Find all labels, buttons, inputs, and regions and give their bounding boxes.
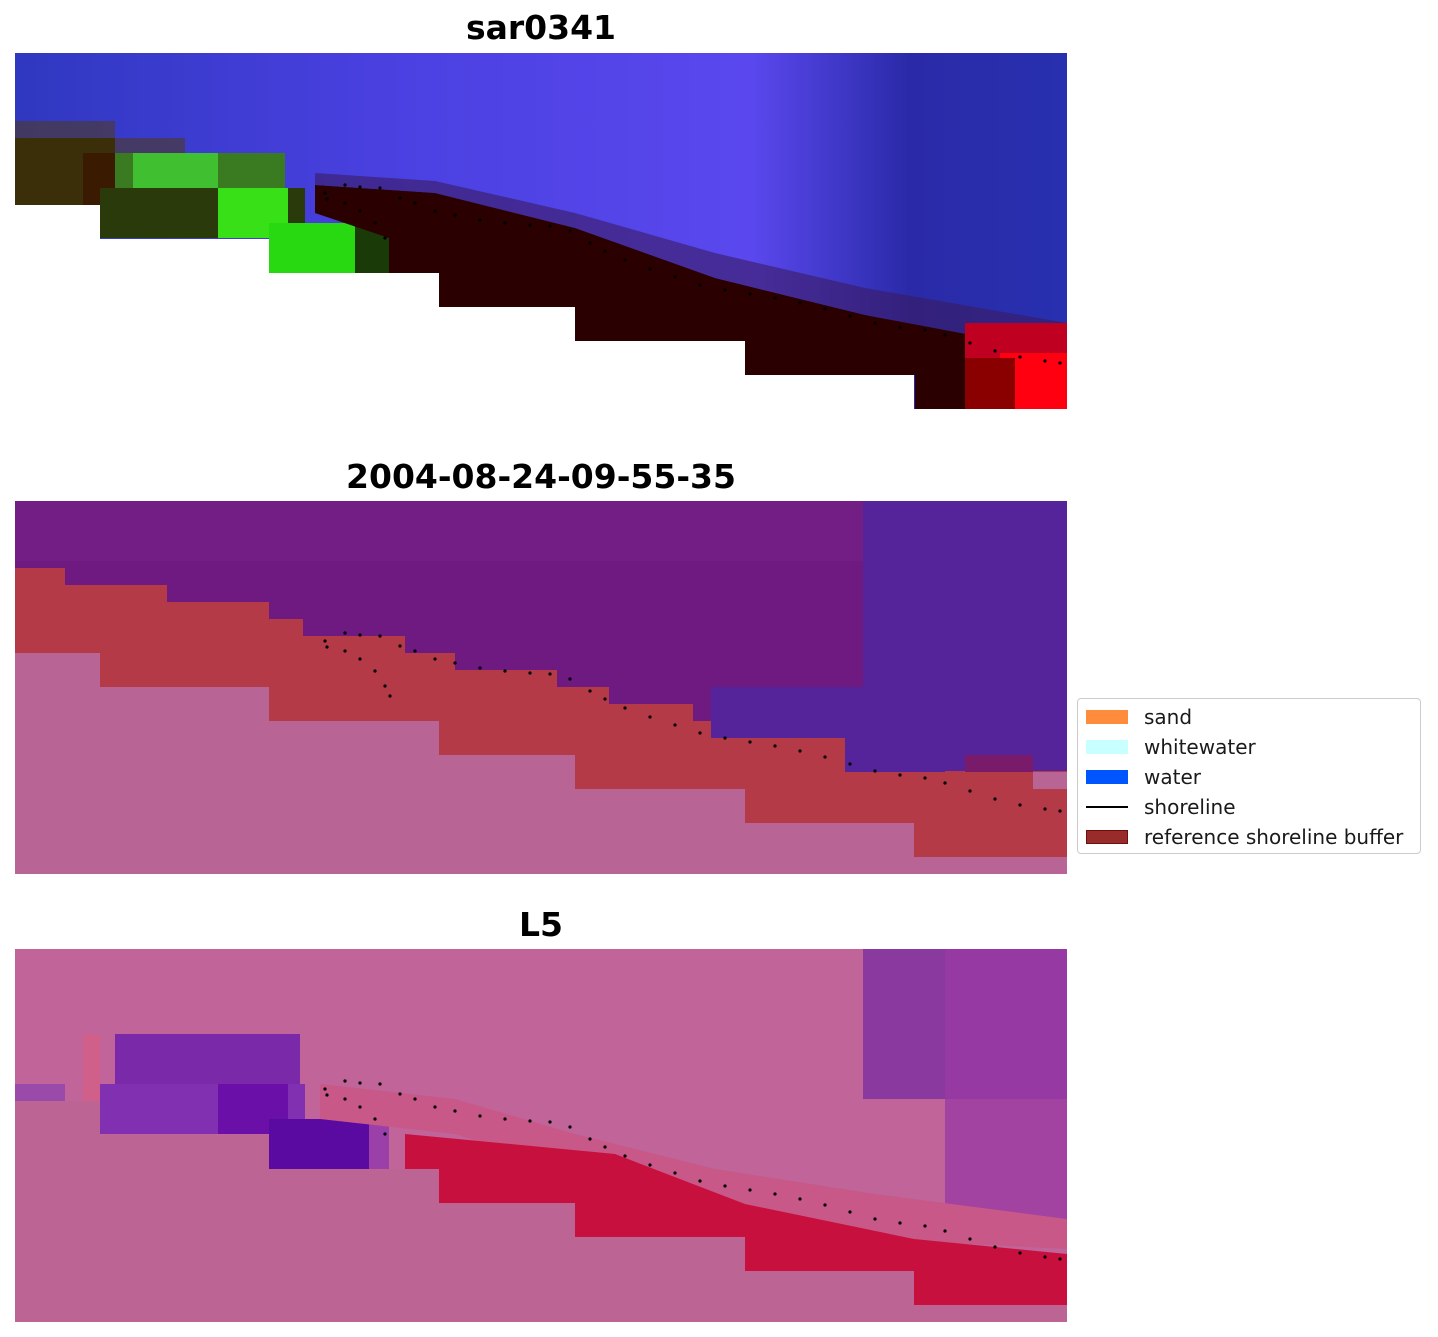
index-image <box>15 949 1067 1322</box>
classified-image <box>15 501 1067 874</box>
water-swatch-icon <box>1086 770 1128 784</box>
panel-title: L5 <box>519 905 563 944</box>
legend: sand whitewater water shoreline referenc… <box>1077 698 1421 854</box>
legend-label: water <box>1144 765 1201 789</box>
legend-label: reference shoreline buffer <box>1144 825 1404 849</box>
legend-label: sand <box>1144 705 1193 729</box>
legend-item-sand: sand <box>1086 703 1416 729</box>
satellite-rgb-image <box>15 53 1067 409</box>
whitewater-swatch-icon <box>1086 740 1128 754</box>
sand-swatch-icon <box>1086 710 1128 724</box>
legend-item-water: water <box>1086 763 1416 789</box>
legend-item-whitewater: whitewater <box>1086 733 1416 759</box>
legend-label: whitewater <box>1144 735 1256 759</box>
legend-label: shoreline <box>1144 795 1236 819</box>
shoreline-line-icon <box>1086 806 1128 808</box>
legend-item-reference-shoreline-buffer: reference shoreline buffer <box>1086 823 1416 849</box>
legend-item-shoreline: shoreline <box>1086 793 1416 819</box>
buffer-swatch-icon <box>1086 830 1128 844</box>
panel-title: sar0341 <box>465 8 617 47</box>
panel-title: 2004-08-24-09-55-35 <box>346 457 736 496</box>
